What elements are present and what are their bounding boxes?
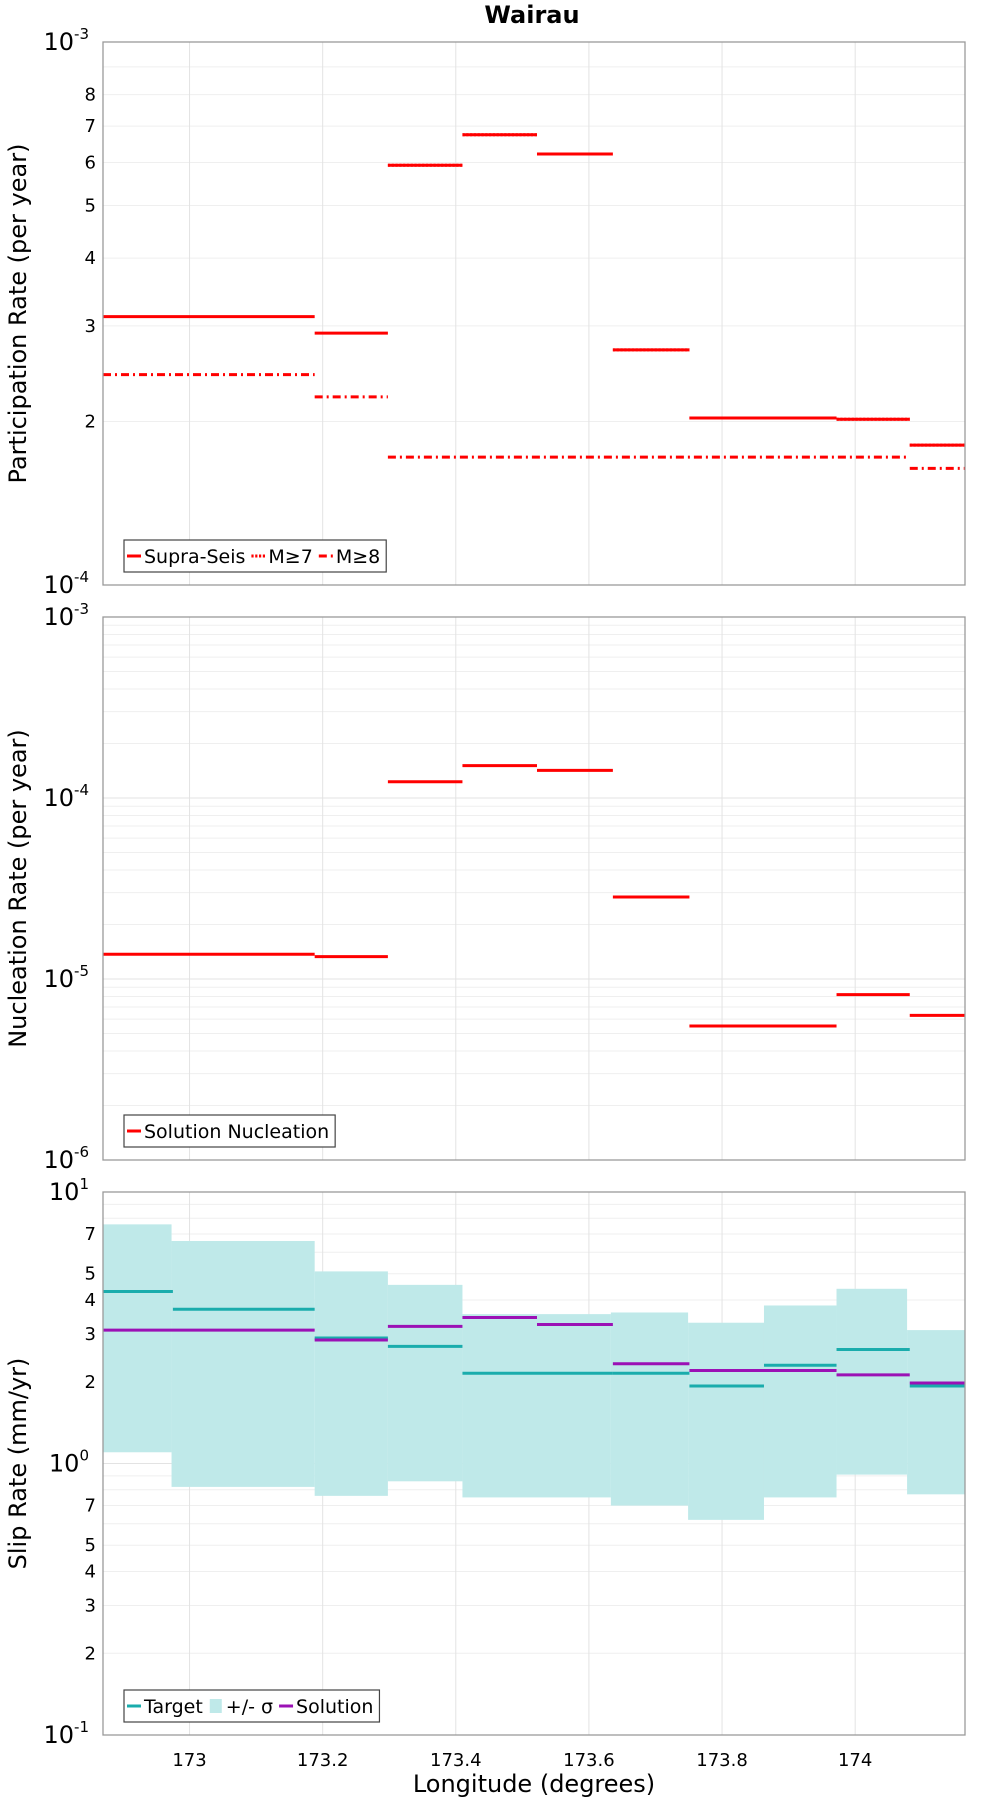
gridlines: [103, 617, 965, 1161]
y-tick-label: 10-1: [43, 1718, 89, 1749]
y-minor-tick-label: 8: [85, 85, 96, 106]
sigma-band-segment: [171, 1240, 315, 1487]
sigma-band-segment: [462, 1314, 611, 1498]
sigma-band-segment: [907, 1330, 965, 1495]
figure-title: Wairau: [484, 1, 579, 29]
legend-label: +/- σ: [226, 1696, 273, 1718]
y-minor-tick-label: 7: [85, 1224, 96, 1245]
x-tick-label: 173: [172, 1750, 206, 1771]
solution-series: [103, 1315, 965, 1385]
plot-frame: [102, 616, 966, 1161]
x-tick-label: 174: [838, 1750, 872, 1771]
y-minor-tick-label: 4: [85, 1290, 96, 1311]
legend-label: Solution: [296, 1696, 373, 1718]
participation-rate-panel: 10-3 10-4 8 7 6 5 4 3 2 Participation Rate (per y…: [4, 25, 966, 599]
y-minor-tick-label: 3: [85, 1324, 96, 1345]
supra-seis-series: [103, 133, 965, 447]
legend: Supra-Seis M≥7 M≥8: [123, 539, 387, 573]
y-axis-label: Nucleation Rate (per year): [4, 729, 32, 1048]
plot-area: [103, 1224, 965, 1520]
plot-frame: [102, 41, 966, 586]
y-axis-label: Slip Rate (mm/yr): [4, 1358, 32, 1570]
y-minor-tick-label: 5: [85, 1535, 96, 1556]
y-tick-label: 10-3: [43, 25, 89, 56]
slip-rate-panel: 101 100 10-1 7 5 4 3 2 7 5 4 3 2 Slip Rate (mm/yr) 173…: [4, 1175, 966, 1798]
sigma-band-segment: [314, 1271, 388, 1496]
plot-frame: [102, 1191, 966, 1736]
sigma-band-segment: [688, 1322, 764, 1520]
target-series: [103, 1290, 965, 1388]
y-tick-label: 100: [49, 1447, 89, 1478]
legend-box: [123, 1114, 336, 1148]
y-tick-label: 101: [49, 1175, 89, 1206]
x-tick-label: 173.8: [696, 1750, 748, 1771]
y-minor-tick-label: 5: [85, 195, 96, 216]
y-minor-tick-label: 5: [85, 1264, 96, 1285]
y-tick-label: 10-6: [43, 1143, 89, 1174]
x-tick-label: 173.2: [297, 1750, 349, 1771]
y-tick-label: 10-4: [43, 568, 89, 599]
sigma-band-segment: [763, 1305, 837, 1498]
y-minor-tick-label: 4: [85, 248, 96, 269]
sigma-band-segment: [836, 1288, 908, 1475]
plot-area: [103, 133, 965, 470]
y-axis-label: Participation Rate (per year): [4, 144, 32, 484]
m-7-series: [387, 133, 965, 447]
legend-label: M≥8: [336, 546, 380, 568]
legend-label: Target: [143, 1696, 203, 1718]
y-minor-tick-label: 2: [85, 1372, 96, 1393]
sigma-band-segment: [610, 1312, 689, 1506]
y-minor-tick-label: 2: [85, 412, 96, 433]
legend: Target +/- σ Solution: [123, 1689, 381, 1723]
y-tick-label: 10-3: [43, 600, 89, 631]
y-minor-tick-label: 2: [85, 1643, 96, 1664]
y-minor-tick-label: 3: [85, 1595, 96, 1616]
x-tick-label: 173.4: [430, 1750, 482, 1771]
gridlines: [103, 42, 965, 586]
legend-label: Supra-Seis: [144, 546, 245, 568]
legend-box: [123, 539, 387, 573]
sigma-band-segment: [387, 1284, 463, 1482]
x-tick-label: 173.6: [563, 1750, 615, 1771]
x-axis-label: Longitude (degrees): [413, 1770, 655, 1798]
legend: Solution Nucleation: [123, 1114, 336, 1148]
y-minor-tick-label: 4: [85, 1562, 96, 1583]
solution-nucleation-series: [103, 764, 965, 1028]
legend-box: [123, 1689, 381, 1723]
sigma-band-segment: [103, 1224, 172, 1453]
y-tick-label: 10-5: [43, 962, 89, 993]
y-minor-tick-label: 7: [85, 1496, 96, 1517]
y-tick-label: 10-4: [43, 781, 89, 812]
m-8-series: [103, 373, 965, 470]
legend-swatch: [209, 1699, 222, 1713]
legend-label: M≥7: [268, 546, 312, 568]
y-minor-tick-label: 6: [85, 152, 96, 173]
y-minor-tick-label: 7: [85, 116, 96, 137]
plot-area: [103, 764, 965, 1028]
y-minor-tick-label: 3: [85, 316, 96, 337]
nucleation-rate-panel: 10-3 10-4 10-5 10-6 Nucleation Rate (per yea…: [4, 600, 966, 1174]
legend-label: Solution Nucleation: [144, 1121, 329, 1143]
